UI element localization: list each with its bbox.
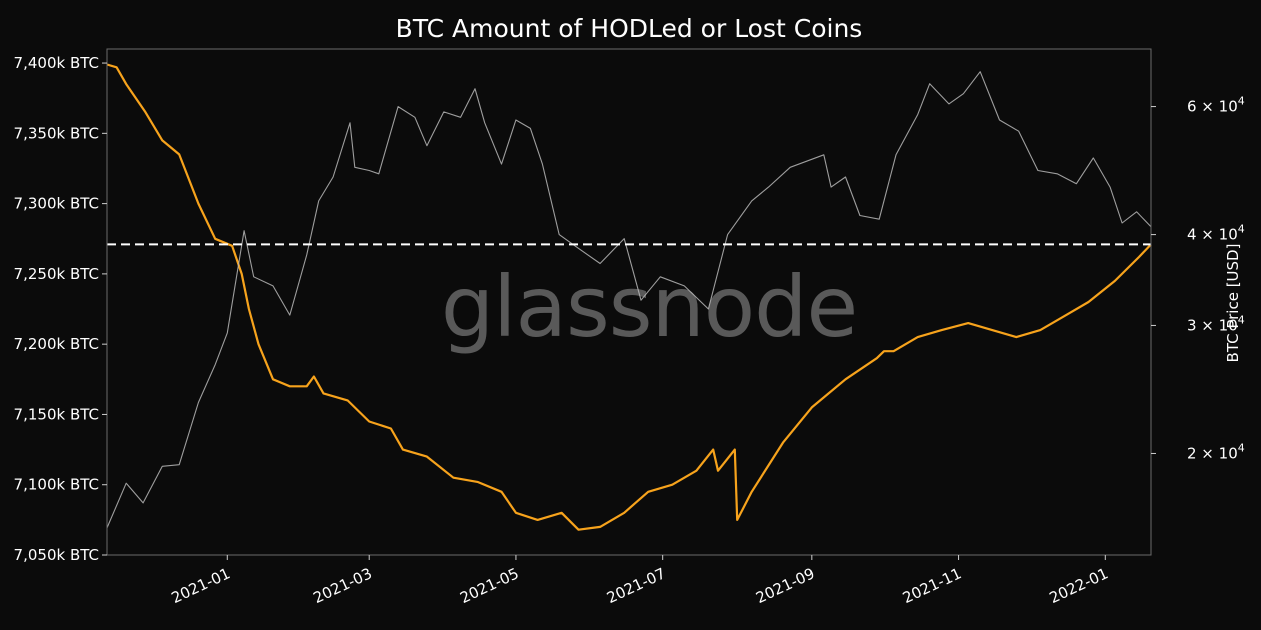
left-y-tick-label: 7,100k BTC [14,476,99,494]
plot-frame [106,48,1152,556]
left-y-tick-label: 7,350k BTC [14,124,99,142]
left-y-tick-label: 7,150k BTC [14,405,99,423]
right-y-axis: 6 × 104 4 × 104 3 × 104 2 × 104 [1151,95,1245,462]
chart-title: BTC Amount of HODLed or Lost Coins [396,14,863,43]
plot-area: glassnode [106,48,1152,556]
left-y-tick-label: 7,300k BTC [14,195,99,213]
watermark: glassnode [441,258,857,356]
series-line-hodled-coins [106,63,1152,531]
right-y-tick-label: 4 × 104 [1187,223,1245,244]
right-y-tick-label: 2 × 104 [1187,441,1245,462]
left-y-tick-label: 7,050k BTC [14,546,99,564]
right-y-tick-label: 3 × 104 [1187,313,1245,334]
right-y-tick-label: 6 × 104 [1187,95,1245,116]
left-y-axis: 7,400k BTC 7,350k BTC 7,300k BTC 7,250k BTC… [14,54,107,564]
left-y-tick-label: 7,250k BTC [14,265,99,283]
left-y-tick-label: 7,400k BTC [14,54,99,72]
series-line-btc-price [106,71,1152,529]
right-y-axis-label: BTC Price [USD] [1224,244,1242,363]
left-y-tick-label: 7,200k BTC [14,335,99,353]
